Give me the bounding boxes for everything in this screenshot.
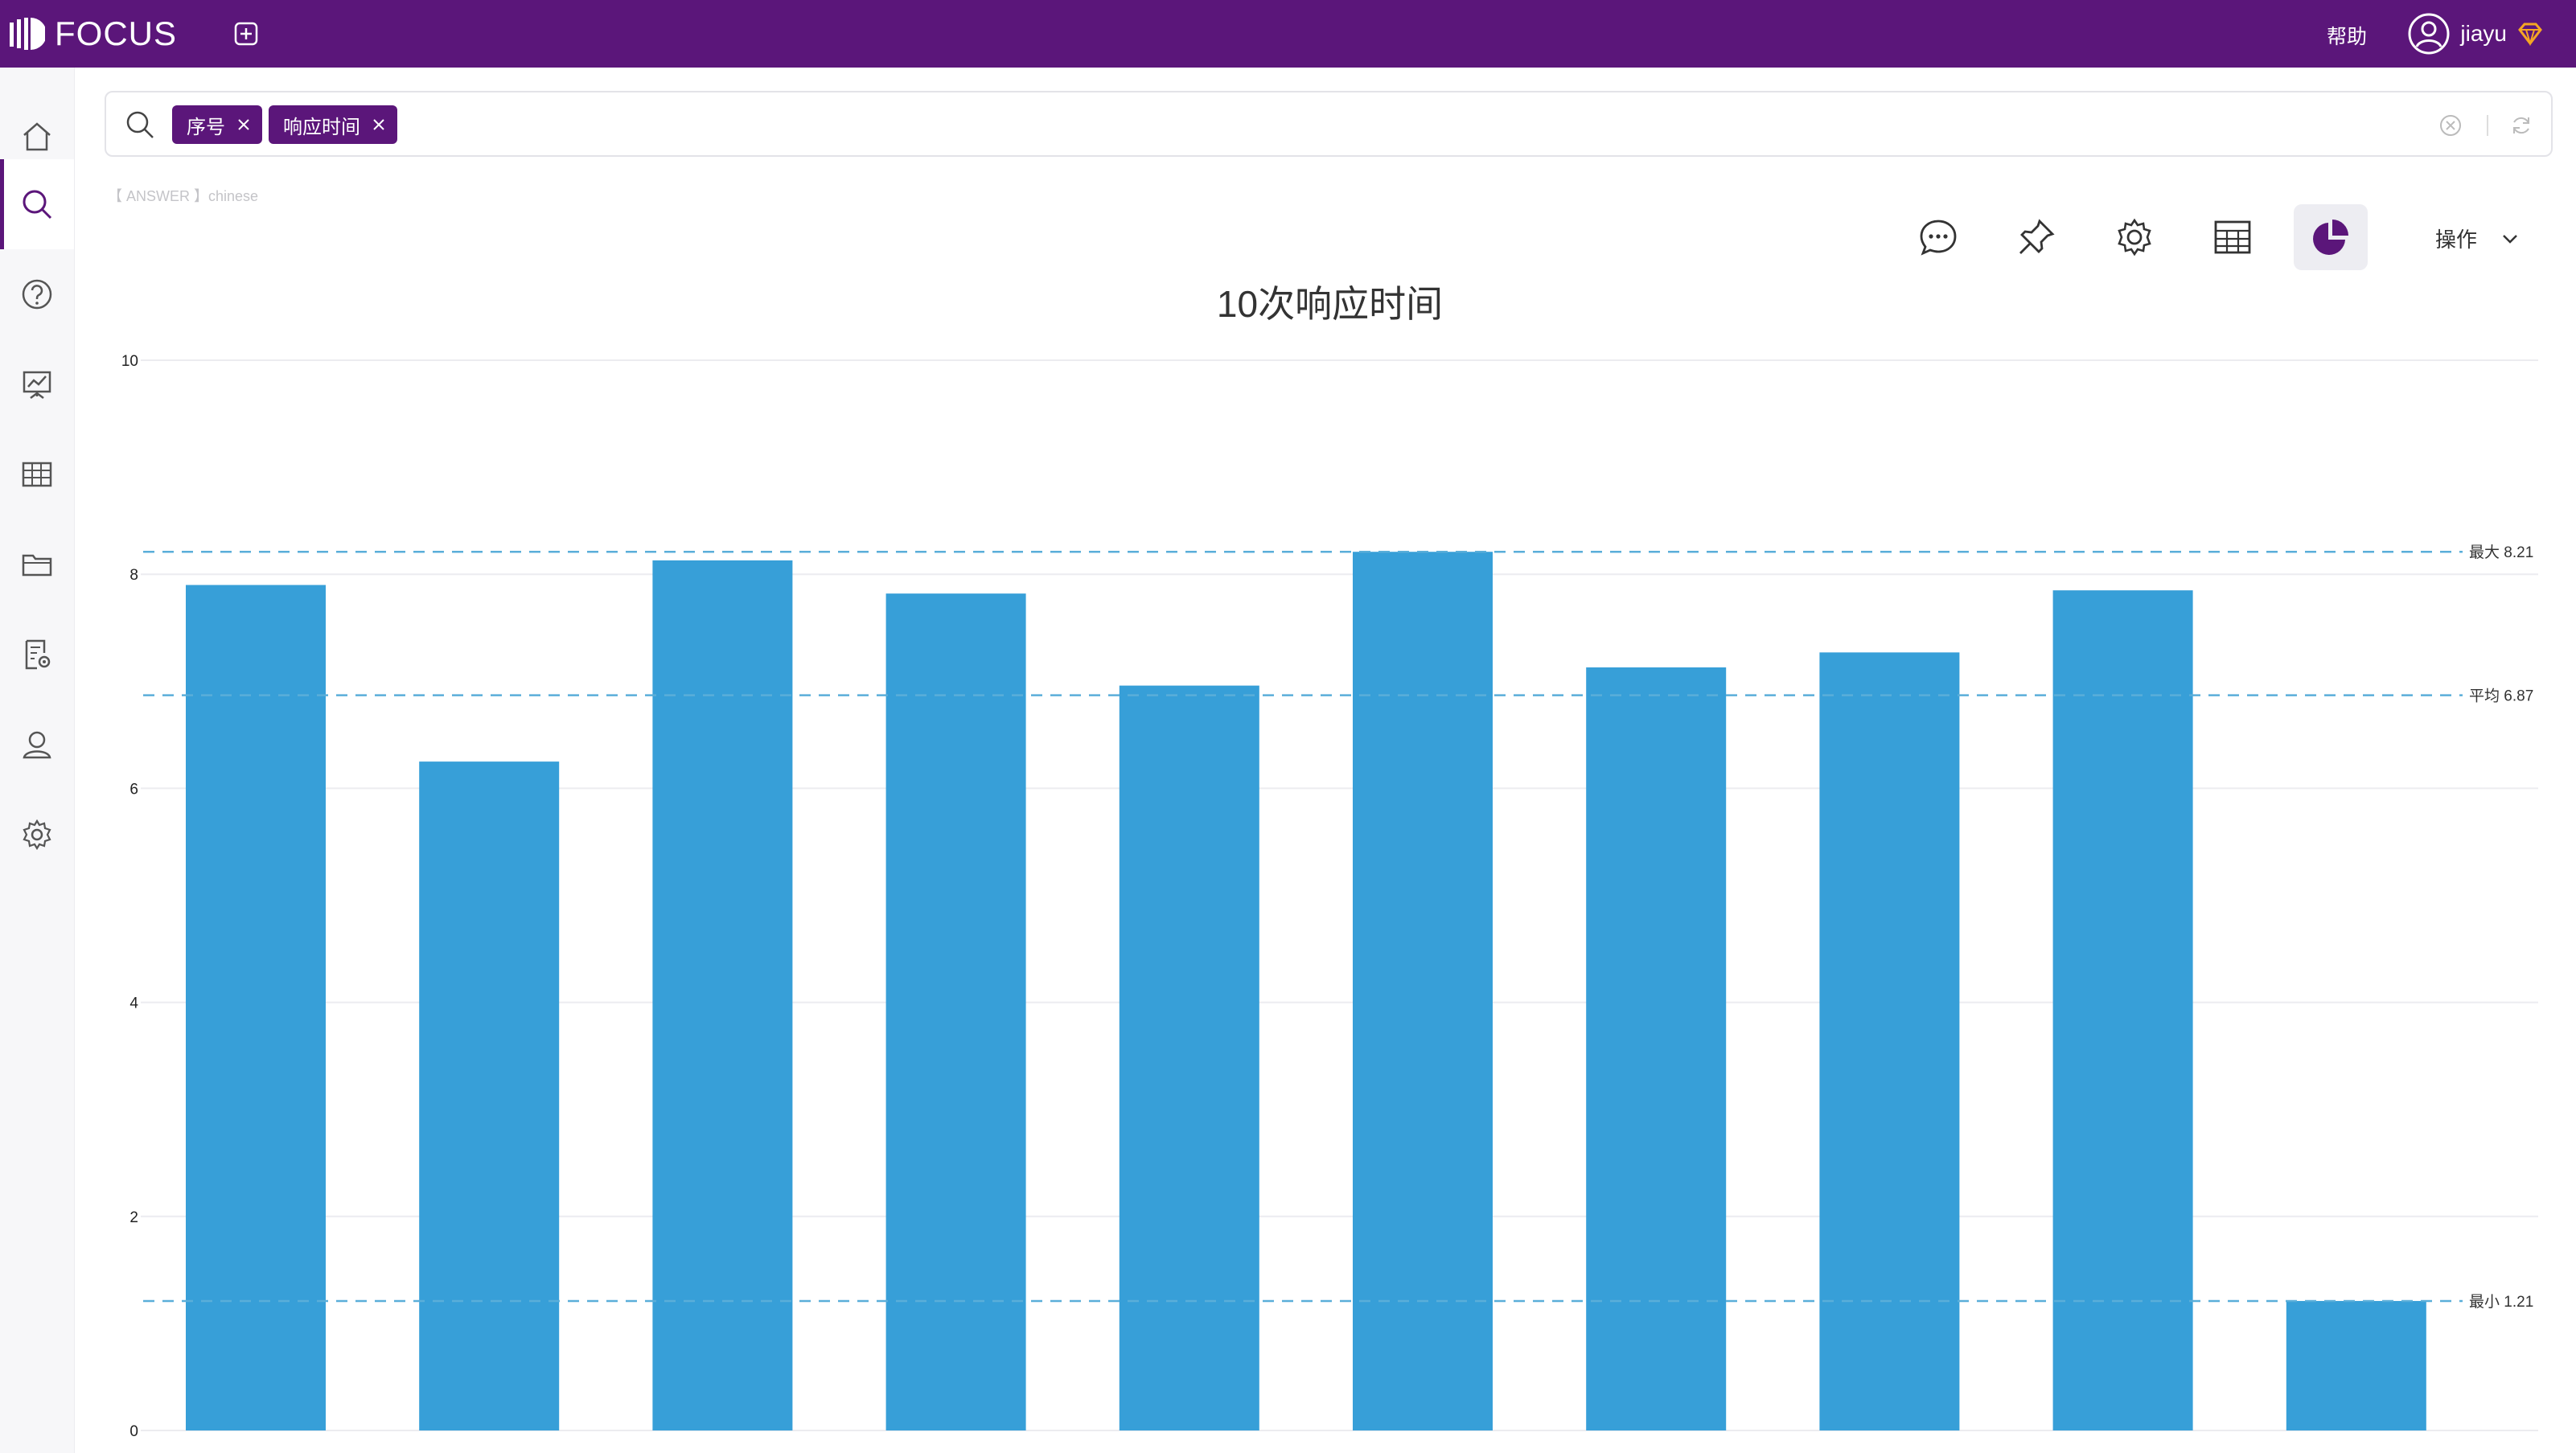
sidebar-item-help[interactable] xyxy=(0,249,74,339)
bar xyxy=(419,761,560,1430)
reference-line-label: 最大 8.21 xyxy=(2469,544,2533,561)
user-icon xyxy=(23,731,51,759)
y-tick-label: 10 xyxy=(121,353,138,370)
table-icon xyxy=(2214,220,2251,254)
close-icon[interactable] xyxy=(236,117,251,132)
sidebar xyxy=(0,68,75,1453)
chart-view-button[interactable] xyxy=(2294,204,2368,270)
search-chip[interactable]: 响应时间 xyxy=(269,105,397,144)
bar xyxy=(885,593,1026,1430)
diamond-icon xyxy=(2518,23,2542,46)
help-icon xyxy=(22,279,52,310)
search-bar[interactable]: 序号 响应时间 xyxy=(105,91,2553,157)
top-bar: FOCUS 帮助 jiayu xyxy=(0,0,2576,68)
search-icon[interactable] xyxy=(124,109,156,141)
sidebar-item-search[interactable] xyxy=(0,159,74,249)
home-icon xyxy=(23,122,51,151)
clear-icon[interactable] xyxy=(2438,113,2463,138)
user-menu[interactable]: jiayu xyxy=(2407,11,2544,56)
table-icon xyxy=(22,462,52,487)
y-tick-label: 4 xyxy=(129,995,138,1012)
avatar-icon xyxy=(2408,13,2450,55)
username: jiayu xyxy=(2460,21,2507,46)
answer-label: 【 ANSWER 】chinese xyxy=(108,188,259,204)
bar xyxy=(186,585,326,1430)
y-tick-label: 8 xyxy=(129,567,138,584)
settings-icon xyxy=(23,819,51,851)
bar xyxy=(1353,552,1493,1430)
pie-chart-icon xyxy=(2313,220,2348,255)
sidebar-item-user[interactable] xyxy=(0,700,74,790)
sidebar-item-tables[interactable] xyxy=(0,429,74,519)
bar xyxy=(1586,667,1727,1430)
close-icon[interactable] xyxy=(372,117,386,132)
pin-icon xyxy=(2019,219,2055,254)
chevron-down-icon xyxy=(2503,234,2517,244)
y-tick-label: 6 xyxy=(129,781,138,798)
logo-text: FOCUS xyxy=(55,14,177,52)
logo-icon xyxy=(10,18,45,50)
table-view-button[interactable] xyxy=(2196,204,2270,270)
operations-menu[interactable]: 操作 xyxy=(2435,224,2519,253)
bar xyxy=(1119,685,1259,1430)
bar xyxy=(2286,1300,2426,1430)
pin-button[interactable] xyxy=(1999,204,2073,270)
search-chip-label: 序号 xyxy=(187,116,225,138)
folder-icon xyxy=(22,554,52,577)
y-tick-label: 0 xyxy=(129,1423,138,1440)
dashboard-icon xyxy=(23,371,51,399)
search-chip-label: 响应时间 xyxy=(283,116,360,138)
divider xyxy=(2487,115,2488,136)
help-link[interactable]: 帮助 xyxy=(2326,26,2367,48)
bar xyxy=(1819,652,1960,1430)
comment-button[interactable] xyxy=(1901,204,1975,270)
y-tick-label: 2 xyxy=(129,1209,138,1226)
operations-label: 操作 xyxy=(2435,228,2478,252)
sidebar-item-settings[interactable] xyxy=(0,790,74,880)
settings-icon xyxy=(2118,218,2151,257)
new-tab-icon[interactable] xyxy=(233,21,259,47)
reference-line-label: 最小 1.21 xyxy=(2469,1293,2533,1311)
refresh-icon[interactable] xyxy=(2509,113,2533,138)
report-settings-icon xyxy=(25,639,51,670)
reference-line-label: 平均 6.87 xyxy=(2469,688,2533,705)
sidebar-item-dashboard[interactable] xyxy=(0,339,74,429)
bar-chart: 0 2 4 6 8 10 最大 8.21 平均 6.87 最小 1.21 xyxy=(121,353,2538,1440)
settings-button[interactable] xyxy=(2097,204,2171,270)
chart-title: 10次响应时间 xyxy=(1216,283,1444,325)
sidebar-item-home[interactable] xyxy=(0,92,74,182)
search-chip[interactable]: 序号 xyxy=(172,105,262,144)
bar xyxy=(2052,590,2193,1430)
comment-icon xyxy=(1920,220,1957,256)
bar xyxy=(652,560,793,1430)
sidebar-item-folder[interactable] xyxy=(0,519,74,610)
search-icon xyxy=(23,190,52,220)
logo[interactable]: FOCUS xyxy=(8,11,177,56)
sidebar-item-report-settings[interactable] xyxy=(0,610,74,700)
